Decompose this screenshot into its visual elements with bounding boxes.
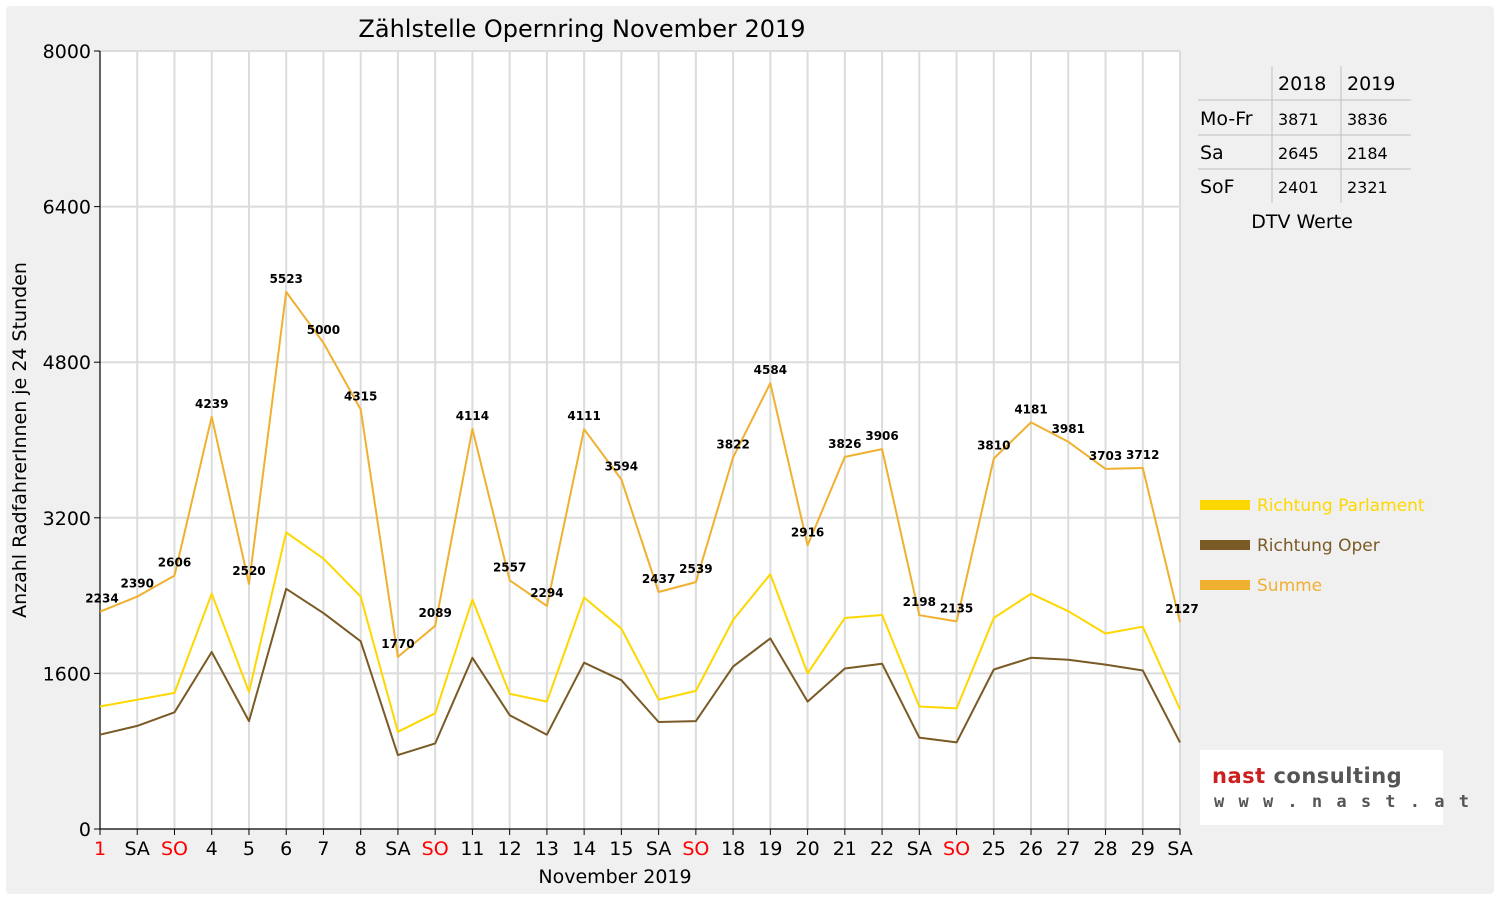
x-tick-label: 4	[206, 838, 218, 860]
x-tick-label: 21	[833, 838, 857, 860]
x-tick-label: 6	[280, 838, 292, 860]
data-label: 2916	[791, 525, 824, 539]
data-label: 2390	[121, 577, 154, 591]
data-label: 3822	[716, 437, 749, 451]
table-cell: 3836	[1347, 110, 1388, 129]
logo-company-name: nast consulting	[1212, 764, 1403, 788]
data-label: 4181	[1014, 402, 1047, 416]
data-label: 4239	[195, 397, 228, 411]
legend-swatch	[1200, 500, 1250, 510]
x-tick-label: 8	[355, 838, 367, 860]
x-tick-label: 14	[572, 838, 596, 860]
x-tick-label: SA	[1167, 838, 1192, 860]
x-tick-label: 25	[982, 838, 1006, 860]
data-label: 2089	[418, 606, 451, 620]
data-label: 3906	[865, 429, 898, 443]
logo-url: w w w . n a s t . a t	[1214, 792, 1471, 812]
table-cell: 2645	[1278, 144, 1319, 163]
x-tick-label: 11	[460, 838, 484, 860]
data-label: 3981	[1052, 422, 1085, 436]
data-label: 3703	[1089, 449, 1122, 463]
data-label: 2135	[940, 601, 973, 615]
data-label: 2437	[642, 572, 675, 586]
data-label: 2557	[493, 560, 526, 574]
y-tick-label: 3200	[43, 508, 91, 530]
data-label: 4111	[567, 409, 600, 423]
x-tick-label: 19	[758, 838, 782, 860]
x-tick-label: 22	[870, 838, 894, 860]
data-label: 3826	[828, 437, 861, 451]
y-tick-label: 4800	[43, 352, 91, 374]
data-label: 3810	[977, 438, 1010, 452]
legend-swatch	[1200, 580, 1250, 590]
data-label: 2198	[903, 595, 936, 609]
x-tick-label: SO	[682, 838, 709, 860]
x-tick-label: 29	[1131, 838, 1155, 860]
plot-area	[100, 51, 1180, 829]
x-tick-label: 15	[609, 838, 633, 860]
table-cell: 2184	[1347, 144, 1388, 163]
y-tick-label: 8000	[43, 41, 91, 63]
data-label: 2234	[85, 592, 118, 606]
x-tick-label: 27	[1056, 838, 1080, 860]
data-label: 2606	[158, 556, 191, 570]
series-line-0	[99, 531, 1181, 733]
x-tick-label: 13	[535, 838, 559, 860]
table-cell: 2401	[1278, 178, 1319, 197]
table-row-label: SoF	[1200, 176, 1235, 198]
legend-label: Summe	[1257, 576, 1322, 596]
legend-label: Richtung Parlament	[1257, 496, 1425, 516]
table-caption: DTV Werte	[1251, 211, 1353, 233]
x-tick-label: SA	[125, 838, 150, 860]
table-cell: 2321	[1347, 178, 1388, 197]
x-axis-label: November 2019	[538, 866, 691, 888]
x-tick-label: SA	[646, 838, 671, 860]
data-label: 5523	[270, 272, 303, 286]
data-label: 1770	[381, 637, 414, 651]
x-tick-label: SA	[385, 838, 410, 860]
series-line-1	[99, 587, 1181, 757]
data-label: 5000	[307, 323, 340, 337]
y-tick-label: 6400	[43, 197, 91, 219]
data-label: 2520	[232, 564, 265, 578]
y-axis-label: Anzahl RadfahrerInnen je 24 Stunden	[9, 262, 31, 618]
table-row-label: Mo-Fr	[1200, 108, 1253, 130]
table-header-2018: 2018	[1278, 73, 1326, 95]
legend-label: Richtung Oper	[1257, 536, 1380, 556]
data-label: 4315	[344, 389, 377, 403]
x-tick-label: 18	[721, 838, 745, 860]
x-tick-label: 20	[795, 838, 819, 860]
x-tick-label: 7	[317, 838, 329, 860]
chart-title: Zählstelle Opernring November 2019	[358, 15, 805, 43]
data-label: 3712	[1126, 448, 1159, 462]
x-tick-label: 5	[243, 838, 255, 860]
data-label: 3594	[605, 459, 638, 473]
y-tick-label: 1600	[43, 663, 91, 685]
x-tick-label: SO	[422, 838, 449, 860]
data-label: 2539	[679, 562, 712, 576]
x-tick-label: 26	[1019, 838, 1043, 860]
data-label: 2127	[1165, 602, 1198, 616]
x-tick-label: SO	[943, 838, 970, 860]
y-tick-label: 0	[79, 819, 91, 841]
data-label: 4584	[754, 363, 787, 377]
legend-swatch	[1200, 540, 1250, 550]
series-line-2	[99, 290, 1181, 658]
table-header-2019: 2019	[1347, 73, 1395, 95]
company-logo: nast consulting w w w . n a s t . a t	[1200, 750, 1469, 825]
x-tick-label: 12	[498, 838, 522, 860]
x-tick-label: SO	[161, 838, 188, 860]
table-cell: 3871	[1278, 110, 1319, 129]
table-row-label: Sa	[1200, 142, 1224, 164]
x-tick-label: SA	[907, 838, 932, 860]
x-tick-label: 1	[94, 838, 106, 860]
data-label: 2294	[530, 586, 563, 600]
x-tick-label: 28	[1093, 838, 1117, 860]
data-label: 4114	[456, 409, 489, 423]
